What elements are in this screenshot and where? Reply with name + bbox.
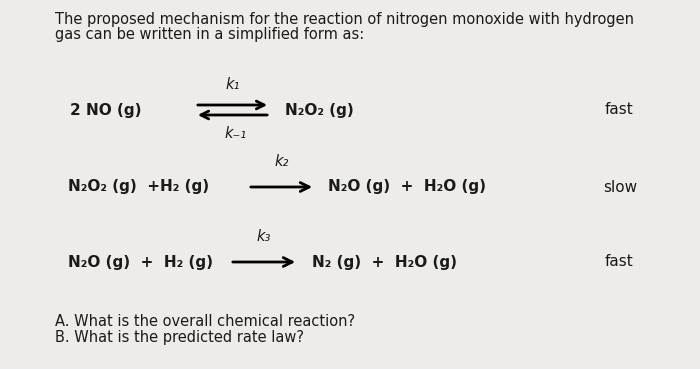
Text: k₋₁: k₋₁ <box>225 126 246 141</box>
Text: k₃: k₃ <box>257 229 271 244</box>
Text: N₂O (g)  +  H₂O (g): N₂O (g) + H₂O (g) <box>328 179 486 194</box>
Text: N₂ (g)  +  H₂O (g): N₂ (g) + H₂O (g) <box>312 255 457 269</box>
Text: k₂: k₂ <box>274 154 288 169</box>
Text: B. What is the predicted rate law?: B. What is the predicted rate law? <box>55 330 304 345</box>
Text: The proposed mechanism for the reaction of nitrogen monoxide with hydrogen: The proposed mechanism for the reaction … <box>55 12 634 27</box>
Text: A. What is the overall chemical reaction?: A. What is the overall chemical reaction… <box>55 314 355 329</box>
Text: N₂O (g)  +  H₂ (g): N₂O (g) + H₂ (g) <box>68 255 213 269</box>
Text: fast: fast <box>605 255 634 269</box>
Text: gas can be written in a simplified form as:: gas can be written in a simplified form … <box>55 27 364 42</box>
Text: 2 NO (g): 2 NO (g) <box>70 103 141 117</box>
Text: k₁: k₁ <box>225 77 239 92</box>
Text: N₂O₂ (g)  +H₂ (g): N₂O₂ (g) +H₂ (g) <box>68 179 209 194</box>
Text: slow: slow <box>603 179 637 194</box>
Text: fast: fast <box>605 103 634 117</box>
Text: N₂O₂ (g): N₂O₂ (g) <box>285 103 354 117</box>
